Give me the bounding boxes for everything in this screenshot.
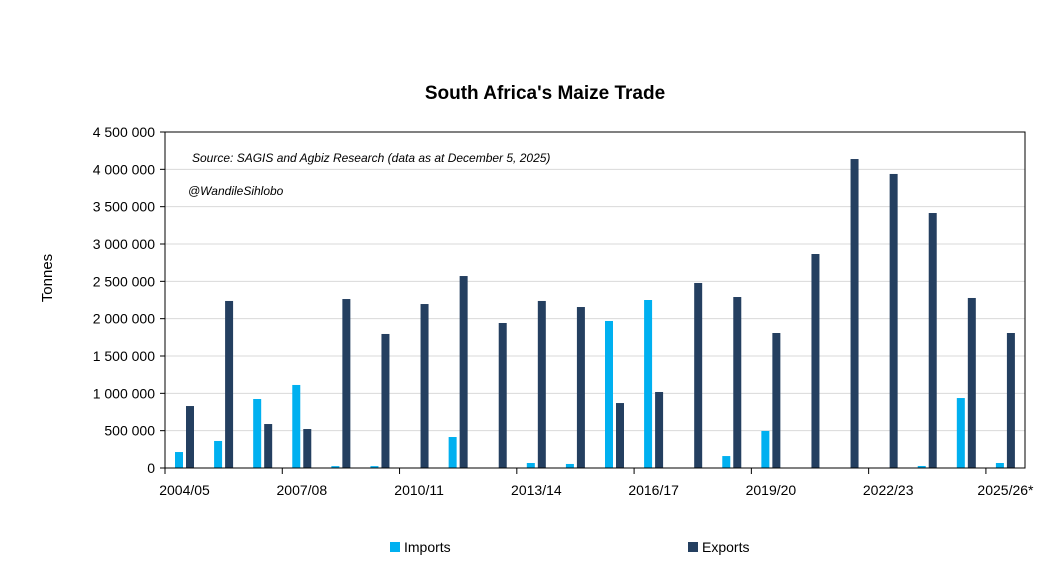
x-tick-label: 2016/17 bbox=[628, 482, 679, 498]
y-tick-label: 1 500 000 bbox=[93, 348, 155, 364]
y-tick-label: 500 000 bbox=[104, 423, 155, 439]
imports-bar bbox=[175, 452, 183, 468]
imports-bar bbox=[253, 399, 262, 468]
exports-bar bbox=[225, 300, 234, 468]
imports-bar bbox=[214, 440, 223, 468]
y-tick-label: 4 500 000 bbox=[93, 124, 155, 140]
y-axis-label: Tonnes bbox=[39, 254, 56, 302]
imports-bar bbox=[995, 462, 1004, 468]
plot-border bbox=[164, 131, 1026, 469]
exports-bar bbox=[889, 173, 898, 469]
x-tick-label: 2025/26* bbox=[977, 482, 1034, 498]
exports-bar bbox=[264, 424, 273, 468]
exports-bar bbox=[1006, 333, 1015, 468]
exports-bar bbox=[459, 276, 468, 468]
imports-bar bbox=[448, 437, 457, 468]
exports-bar bbox=[616, 403, 624, 468]
exports-bar bbox=[303, 429, 312, 468]
legend-swatch bbox=[390, 542, 400, 552]
imports-bar bbox=[644, 300, 653, 468]
imports-bar bbox=[605, 320, 613, 468]
exports-bar bbox=[928, 213, 937, 468]
exports-bar bbox=[576, 307, 585, 468]
imports-bar bbox=[370, 466, 379, 468]
x-tick-label: 2019/20 bbox=[746, 482, 797, 498]
y-tick-label: 4 000 000 bbox=[93, 161, 155, 177]
y-tick-label: 2 500 000 bbox=[93, 273, 155, 289]
x-tick-label: 2010/11 bbox=[394, 482, 444, 498]
exports-bar bbox=[850, 159, 859, 468]
imports-bar bbox=[761, 430, 770, 468]
y-tick-label: 1 000 000 bbox=[93, 385, 155, 401]
exports-bar bbox=[498, 322, 507, 468]
exports-bar bbox=[342, 299, 351, 468]
exports-bar bbox=[420, 304, 429, 468]
author-annotation: @WandileSihlobo bbox=[188, 184, 284, 198]
exports-bar bbox=[733, 297, 742, 468]
exports-bar bbox=[772, 333, 781, 468]
exports-bar bbox=[186, 406, 194, 468]
y-tick-label: 2 000 000 bbox=[93, 311, 155, 327]
chart-title: South Africa's Maize Trade bbox=[425, 83, 665, 104]
exports-bar bbox=[655, 391, 664, 468]
imports-bar bbox=[917, 465, 926, 468]
exports-bar bbox=[537, 300, 546, 468]
legend-swatch bbox=[688, 542, 698, 552]
x-tick-label: 2007/08 bbox=[277, 482, 328, 498]
exports-bar bbox=[967, 297, 976, 468]
imports-bar bbox=[956, 398, 965, 468]
imports-bar bbox=[722, 456, 731, 468]
x-tick-label: 2013/14 bbox=[511, 482, 562, 498]
exports-bar bbox=[811, 254, 820, 468]
x-tick-label: 2022/23 bbox=[863, 482, 914, 498]
y-tick-label: 3 000 000 bbox=[93, 236, 155, 252]
source-annotation: Source: SAGIS and Agbiz Research (data a… bbox=[192, 151, 550, 165]
imports-bar bbox=[292, 384, 301, 468]
imports-bar bbox=[331, 466, 340, 468]
imports-bar bbox=[565, 463, 574, 468]
y-tick-label: 3 500 000 bbox=[93, 199, 155, 215]
x-tick-label: 2004/05 bbox=[159, 482, 210, 498]
imports-bar bbox=[526, 462, 535, 468]
legend-label: Exports bbox=[702, 539, 749, 555]
y-tick-label: 0 bbox=[147, 460, 155, 476]
legend-label: Imports bbox=[404, 539, 451, 555]
exports-bar bbox=[381, 333, 390, 468]
exports-bar bbox=[694, 282, 703, 468]
